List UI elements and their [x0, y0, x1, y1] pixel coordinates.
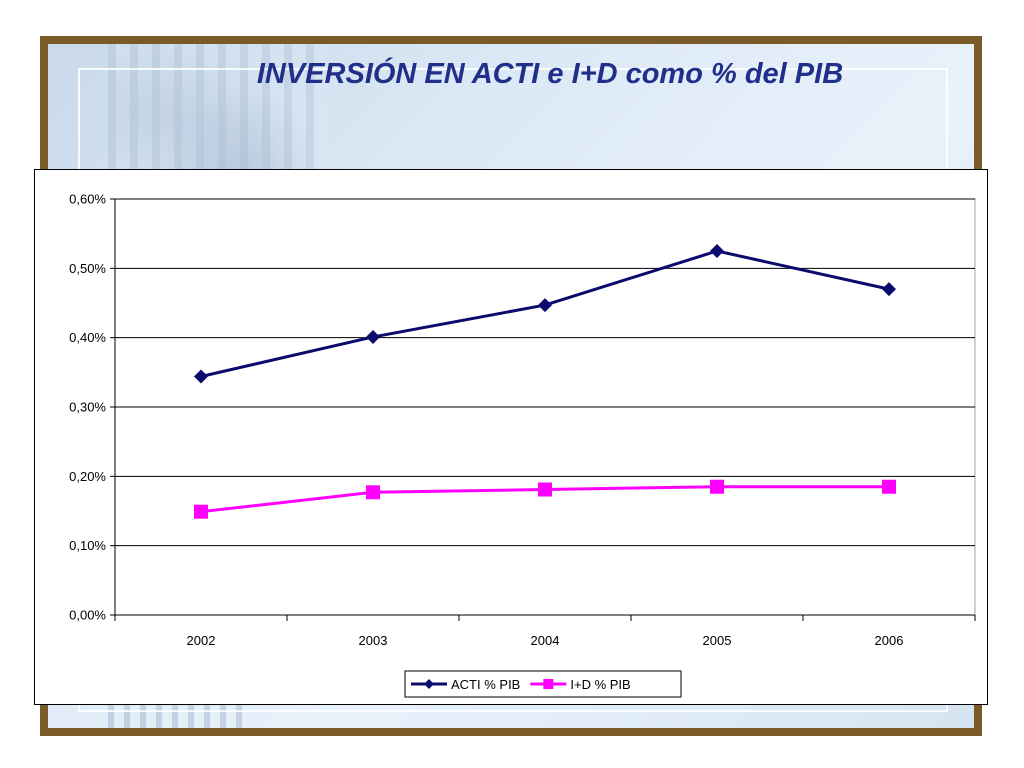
- legend: ACTI % PIB I+D % PIB: [404, 670, 682, 698]
- point-acti-pib-2006: [882, 282, 896, 297]
- series-line-acti-pib: [200, 249, 890, 378]
- point-i-d-pib-2002: [194, 504, 208, 519]
- y-tick-label-5: 0,50%: [69, 261, 106, 276]
- x-tick-label-2002: 2002: [187, 633, 216, 648]
- point-i-d-pib-2003: [366, 485, 380, 500]
- grid-lines: [114, 198, 976, 616]
- series: [194, 244, 896, 519]
- point-acti-pib-2003: [366, 329, 380, 344]
- axes: 0,00% 0,10% 0,20% 0,30% 0,40% 0,50% 0,60% 2002 2…: [69, 192, 976, 648]
- legend-marker-acti-pib: [424, 679, 434, 689]
- legend-marker-i-d-pib: [543, 679, 554, 689]
- chart-container: 0,00% 0,10% 0,20% 0,30% 0,40% 0,50% 0,60% 2002 2…: [34, 169, 988, 705]
- slide-title: INVERSIÓN EN ACTI e I+D como % del PIB: [256, 58, 844, 90]
- x-tick-label-2004: 2004: [531, 633, 560, 648]
- column-base-decoration: [108, 704, 248, 728]
- x-tick-label-2005: 2005: [703, 633, 732, 648]
- y-tick-label-2: 0,20%: [69, 469, 106, 484]
- y-tick-label-4: 0,40%: [69, 330, 106, 345]
- y-tick-label-3: 0,30%: [69, 400, 106, 415]
- point-acti-pib-2004: [538, 298, 552, 313]
- legend-label-i-d-pib: I+D % PIB: [570, 677, 630, 692]
- legend-label-acti-pib: ACTI % PIB: [451, 677, 520, 692]
- x-tick-label-2006: 2006: [875, 633, 904, 648]
- y-tick-label-1: 0,10%: [69, 538, 106, 553]
- point-i-d-pib-2005: [710, 479, 724, 494]
- point-i-d-pib-2006: [882, 479, 896, 494]
- y-tick-label-0: 0,00%: [69, 608, 106, 623]
- point-acti-pib-2005: [710, 244, 724, 258]
- y-tick-label-6: 0,60%: [69, 192, 106, 207]
- point-i-d-pib-2004: [538, 482, 552, 497]
- line-chart: 0,00% 0,10% 0,20% 0,30% 0,40% 0,50% 0,60% 2002 2…: [69, 192, 976, 698]
- point-acti-pib-2002: [194, 369, 208, 384]
- x-tick-label-2003: 2003: [359, 633, 388, 648]
